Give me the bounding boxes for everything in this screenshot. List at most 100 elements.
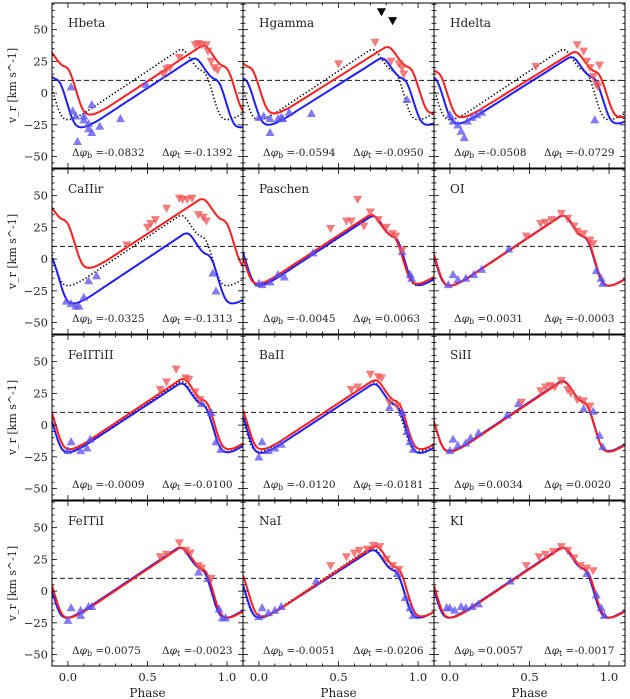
blue-data-point (582, 568, 592, 577)
blue-data-point (74, 301, 84, 310)
blue-data-point (405, 437, 415, 446)
blue-data-point (407, 273, 417, 282)
red-data-point (388, 562, 398, 571)
red-data-point (531, 62, 541, 71)
phi-symbol: φ (271, 147, 279, 159)
phase-shift-label-t: Δφt =-0.0023 (162, 645, 233, 658)
phase-shift-value: -0.0120 (295, 479, 335, 491)
blue-data-point (211, 437, 221, 446)
red-data-point (193, 211, 203, 220)
panel-title: Paschen (259, 182, 309, 196)
red-data-point (373, 216, 383, 225)
equals: = (180, 313, 192, 325)
x-tick-label: 0.5 (329, 670, 347, 684)
red-data-point (359, 222, 369, 231)
subscript: t (559, 151, 563, 160)
blue-data-point (66, 82, 76, 91)
blue-data-point (273, 269, 283, 278)
blue-data-point (66, 437, 76, 446)
phase-shift-value: 0.0075 (104, 645, 141, 657)
x-tick-label: 0.5 (520, 670, 538, 684)
blue-data-point (259, 111, 269, 120)
phi-symbol: φ (552, 147, 560, 159)
red-data-point (165, 64, 175, 73)
subscript: t (368, 649, 372, 658)
equals: = (371, 313, 383, 325)
panel-title: Hgamma (259, 16, 314, 30)
equals: = (371, 645, 383, 657)
phi-symbol: φ (552, 645, 560, 657)
black-data-point (388, 17, 398, 26)
red-data-point (540, 550, 550, 559)
equals: = (283, 645, 295, 657)
phase-shift-label-b: Δφb =-0.0832 (72, 147, 145, 160)
y-tick-label: 50 (33, 189, 48, 203)
red-data-point (540, 218, 550, 227)
red-data-point (566, 389, 576, 398)
phase-shift-label-b: Δφb =-0.0120 (263, 479, 336, 492)
blue-data-point (206, 407, 216, 417)
red-data-point (397, 246, 407, 255)
plot-area (52, 365, 243, 455)
equals: = (562, 313, 574, 325)
blue-data-point (220, 613, 230, 622)
equals: = (283, 147, 295, 159)
blue-data-point (87, 601, 97, 610)
red-data-point (146, 219, 156, 229)
y-tick-label: −50 (24, 482, 48, 496)
red-data-point (381, 555, 391, 564)
red-data-point (195, 396, 205, 405)
red-data-point (548, 548, 558, 557)
red-data-point (394, 565, 404, 575)
phase-shift-label-b: Δφb =-0.0009 (72, 479, 145, 492)
delta-symbol: Δ (544, 147, 552, 159)
blue-model-curve (434, 379, 625, 452)
phi-symbol: φ (462, 479, 470, 491)
blue-data-point (467, 112, 477, 121)
subscript: t (368, 483, 372, 492)
blue-data-point (61, 296, 71, 305)
delta-symbol: Δ (162, 479, 170, 491)
phase-shift-label-b: Δφb =-0.0045 (263, 313, 336, 326)
subscript: t (559, 483, 563, 492)
red-data-point (569, 222, 579, 231)
red-model-curve (434, 214, 625, 287)
red-model-curve (52, 44, 243, 116)
plot-area (52, 40, 243, 145)
red-data-point (362, 545, 372, 554)
blue-data-point (591, 590, 601, 599)
phi-symbol: φ (462, 313, 470, 325)
red-data-point (399, 70, 409, 79)
phase-shift-value: -0.0100 (192, 479, 232, 491)
blue-data-point (461, 438, 471, 447)
black-data-point (376, 8, 386, 17)
plot-area (434, 209, 625, 289)
red-data-point (365, 370, 375, 379)
blue-data-point (270, 443, 280, 452)
red-data-point (582, 57, 592, 66)
y-tick-label: 50 (33, 521, 48, 535)
blue-data-point (402, 94, 412, 104)
blue-data-point (265, 277, 275, 286)
blue-data-point (400, 592, 410, 602)
equals: = (474, 147, 486, 159)
plot-area (243, 195, 434, 289)
red-data-point (563, 214, 573, 223)
red-data-point (547, 216, 557, 225)
equals: = (92, 479, 104, 491)
phase-shift-value: -0.0009 (104, 479, 144, 491)
phase-shift-value: 0.0020 (574, 479, 611, 491)
phase-shift-value: -0.0023 (192, 645, 232, 657)
blue-data-point (513, 399, 523, 408)
blue-data-point (92, 271, 102, 280)
red-model-curve (52, 198, 243, 269)
red-data-point (354, 546, 364, 555)
red-data-point (174, 539, 184, 548)
blue-data-point (208, 268, 218, 277)
phi-symbol: φ (80, 479, 88, 491)
red-data-point (206, 574, 216, 583)
blue-data-point (76, 610, 86, 619)
